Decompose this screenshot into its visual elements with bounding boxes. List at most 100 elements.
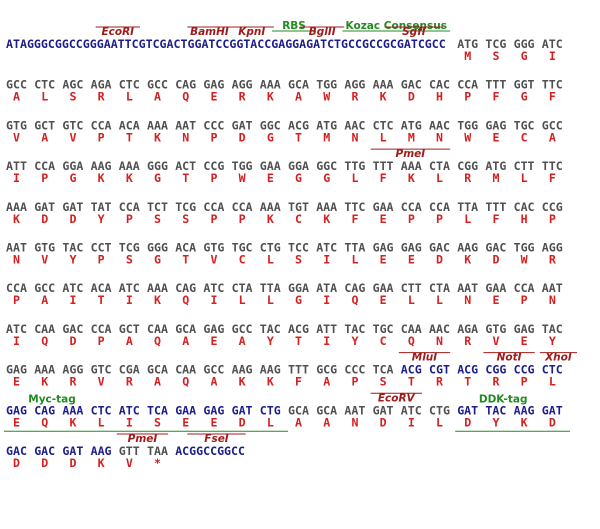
amino-acid: E: [13, 415, 20, 429]
amino-acid: A: [154, 375, 161, 389]
amino-acid: R: [436, 375, 443, 389]
codon: ATA: [316, 281, 337, 295]
amino-acid: D: [492, 253, 499, 267]
codon: CCA: [457, 78, 478, 92]
amino-acid: P: [436, 212, 443, 226]
amino-acid: K: [98, 171, 105, 185]
amino-acid: P: [351, 375, 358, 389]
codon: CAA: [175, 363, 196, 377]
codon: CCA: [514, 281, 535, 295]
amino-acid: D: [239, 130, 246, 144]
amino-acid: W: [521, 253, 528, 267]
codon: GCC: [542, 118, 563, 132]
amino-acid: I: [126, 293, 133, 307]
codon: GTG: [6, 118, 27, 132]
codon: CCA: [401, 200, 422, 214]
amino-acid: S: [295, 253, 302, 267]
codon: CCA: [119, 200, 140, 214]
amino-acid: F: [549, 171, 556, 185]
amino-acid: S: [126, 253, 133, 267]
amino-acid: D: [69, 334, 76, 348]
amino-acid: P: [210, 130, 217, 144]
amino-acid: I: [323, 253, 330, 267]
codon: TAC: [344, 322, 365, 336]
sequence-text: ACGGCCGGCC: [175, 444, 245, 458]
amino-acid: L: [351, 253, 358, 267]
codon: TAA: [147, 444, 168, 458]
amino-acid: A: [210, 375, 217, 389]
codon: AAA: [6, 200, 27, 214]
annotation-label: EcoRV: [378, 392, 416, 404]
amino-acid: Q: [154, 334, 161, 348]
codon: TGG: [457, 118, 478, 132]
codon: GCA: [175, 322, 196, 336]
amino-acid: L: [464, 212, 471, 226]
sequence-text: ATAGGGCGGCCGGGAATTCGTCGACTGGATCCGGTACCGA…: [6, 37, 446, 51]
codon: CGG: [485, 363, 506, 377]
codon: GCC: [34, 281, 55, 295]
amino-acid: P: [126, 212, 133, 226]
codon: CCA: [34, 159, 55, 173]
codon: TGG: [316, 78, 337, 92]
amino-acid: D: [408, 90, 415, 104]
amino-acid: M: [323, 130, 330, 144]
codon: ACT: [175, 159, 196, 173]
codon: GAG: [203, 322, 224, 336]
codon: GTC: [91, 363, 112, 377]
codon: GGG: [147, 241, 168, 255]
amino-acid: D: [239, 415, 246, 429]
amino-acid: R: [69, 375, 76, 389]
codon: AAA: [147, 118, 168, 132]
amino-acid: V: [126, 456, 133, 470]
amino-acid: C: [239, 253, 246, 267]
codon: TTA: [457, 200, 478, 214]
annotation-label: MluI: [412, 352, 438, 364]
codon: CGG: [457, 159, 478, 173]
amino-acid: K: [154, 130, 161, 144]
codon: AGG: [542, 241, 563, 255]
codon: ATG: [401, 118, 422, 132]
codon: CTC: [119, 78, 140, 92]
codon: TAC: [485, 403, 506, 417]
amino-acid: C: [521, 130, 528, 144]
amino-acid: Q: [41, 334, 48, 348]
codon: GCC: [147, 78, 168, 92]
amino-acid: P: [464, 90, 471, 104]
amino-acid: E: [210, 90, 217, 104]
annotation-label: BamHI: [190, 26, 229, 38]
codon: TTT: [485, 78, 506, 92]
amino-acid: Y: [351, 334, 358, 348]
amino-acid: Q: [351, 293, 358, 307]
amino-acid: P: [41, 171, 48, 185]
codon: CCC: [203, 118, 224, 132]
amino-acid: A: [549, 130, 556, 144]
amino-acid: K: [408, 171, 415, 185]
codon: AGG: [232, 78, 253, 92]
amino-acid: V: [41, 253, 48, 267]
amino-acid: M: [408, 130, 415, 144]
annotation-label: PmeI: [396, 148, 426, 160]
amino-acid: A: [323, 415, 330, 429]
codon: ATG: [485, 159, 506, 173]
amino-acid: A: [182, 334, 189, 348]
codon: TCA: [373, 363, 394, 377]
codon: AAA: [260, 200, 281, 214]
codon: GAG: [6, 403, 27, 417]
amino-acid: D: [380, 415, 387, 429]
codon: ATT: [316, 322, 337, 336]
codon: TTC: [542, 159, 563, 173]
amino-acid: G: [154, 171, 161, 185]
codon: GAT: [457, 403, 478, 417]
amino-acid: S: [182, 212, 189, 226]
amino-acid: A: [239, 334, 246, 348]
codon: AAT: [542, 281, 563, 295]
amino-acid: D: [41, 212, 48, 226]
codon: GAT: [373, 403, 394, 417]
amino-acid: K: [126, 171, 133, 185]
codon: TGG: [232, 159, 253, 173]
codon: CAG: [34, 403, 55, 417]
amino-acid: Y: [69, 253, 76, 267]
amino-acid: P: [210, 212, 217, 226]
codon: GGA: [288, 159, 309, 173]
amino-acid: A: [126, 334, 133, 348]
